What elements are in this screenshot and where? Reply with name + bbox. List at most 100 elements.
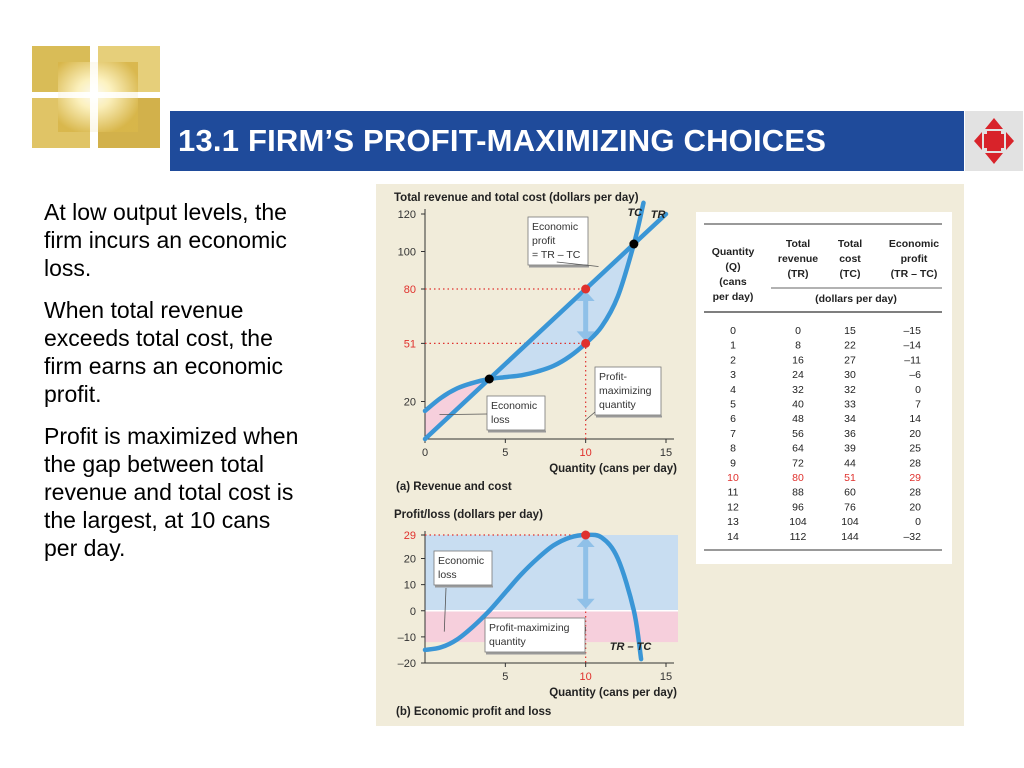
slide-title: 13.1 FIRM’S PROFIT-MAXIMIZING CHOICES xyxy=(178,123,827,158)
chart-b-title: Profit/loss (dollars per day) xyxy=(394,509,543,521)
annotation-qmax-a-line: maximizing xyxy=(599,385,652,397)
table-subheader: (dollars per day) xyxy=(815,293,897,305)
table-cell: –32 xyxy=(903,531,921,543)
logo-squares-icon xyxy=(28,42,168,152)
chart-b-xlabel: Quantity (cans per day) xyxy=(549,687,677,699)
annotation-loss-b-line: loss xyxy=(438,569,457,581)
point-profit-max xyxy=(581,530,591,540)
table-header-cell: Quantity xyxy=(712,246,755,258)
series-tc-label: TC xyxy=(627,207,643,219)
table-cell: 1 xyxy=(730,340,736,352)
x-tick-label-a: 0 xyxy=(422,447,428,459)
annotation-profit-a-line: = TR – TC xyxy=(532,249,581,261)
table-row: 12 96 76 20 xyxy=(727,501,921,513)
table-cell: 5 xyxy=(730,399,736,411)
table-cell: 9 xyxy=(730,457,736,469)
table-cell: 20 xyxy=(909,501,921,513)
annotation-qmax-b-box xyxy=(484,617,586,653)
chart-a: 20 51 80 100 120 0 5 10 15 TC TR Economic profit = TR… xyxy=(398,200,674,459)
chart-a-xlabel: Quantity (cans per day) xyxy=(549,463,677,475)
y-tick-label-b: –10 xyxy=(398,632,416,644)
series-tr-line xyxy=(422,211,669,442)
series-profit-label: TR – TC xyxy=(610,641,653,653)
annotation-qmax-b-line: quantity xyxy=(489,636,527,648)
table-cell: 8 xyxy=(730,443,736,455)
table-cell: 32 xyxy=(792,384,804,396)
table-cell: 30 xyxy=(844,369,856,381)
x-tick-label-a: 5 xyxy=(502,447,508,459)
break-even-point-1 xyxy=(484,374,494,384)
y-tick-label-a: 100 xyxy=(398,247,416,259)
chart-b: 29 20 10 0 –10 –20 5 10 15 TR – TC Economic loss Pro… xyxy=(398,530,678,683)
table-cell: 28 xyxy=(909,487,921,499)
table-row: 8 64 39 25 xyxy=(730,443,921,455)
annotation-profit-a-line: profit xyxy=(532,235,555,247)
navigation-button[interactable] xyxy=(965,111,1023,171)
table-header-cell: revenue xyxy=(778,253,818,265)
annotation-profit-a-line: Economic xyxy=(532,221,578,233)
table-row: 5 40 33 7 xyxy=(730,399,921,411)
table-cell: 3 xyxy=(730,369,736,381)
table-cell: 10 xyxy=(727,472,739,484)
table-header-cell: (TR) xyxy=(788,268,809,280)
table-header-cell: (Q) xyxy=(725,261,740,273)
table-cell: 6 xyxy=(730,413,736,425)
table-header-cell: per day) xyxy=(713,291,754,303)
table-cell: 0 xyxy=(915,516,921,528)
table-cell: 12 xyxy=(727,501,739,513)
table-cell: 28 xyxy=(909,457,921,469)
table-cell: 72 xyxy=(792,457,804,469)
table-cell: 0 xyxy=(915,384,921,396)
annotation-qmax-a-box xyxy=(594,366,662,416)
table-cell: 0 xyxy=(730,325,736,337)
series-tc-line xyxy=(422,200,646,414)
table-cell: 51 xyxy=(844,472,856,484)
table-header-cell: (cans xyxy=(719,276,747,288)
chart-a-caption: (a) Revenue and cost xyxy=(396,481,512,493)
table-row: 3 24 30 –6 xyxy=(730,369,921,381)
table-cell: 7 xyxy=(730,428,736,440)
chart-b-caption: (b) Economic profit and loss xyxy=(396,706,551,718)
y-tick-label-a: 20 xyxy=(404,397,416,409)
x-tick-label-a: 10 xyxy=(580,447,592,459)
table-cell: 11 xyxy=(728,487,739,499)
point-tr-max xyxy=(581,284,591,294)
table-cell: 32 xyxy=(844,384,856,396)
table-cell: 2 xyxy=(730,354,736,366)
annotation-qmax-b-line: Profit-maximizing xyxy=(489,622,570,634)
series-profit-line xyxy=(422,532,644,662)
table-row: 0 0 15 –15 xyxy=(730,325,921,337)
y-tick-label-a: 80 xyxy=(404,284,416,296)
table-cell: 60 xyxy=(844,487,856,499)
profit-arrow-b-head-down xyxy=(576,598,595,609)
table-cell: 33 xyxy=(844,399,856,411)
four-arrows-icon xyxy=(974,118,1014,164)
table-header-cell: Total xyxy=(838,238,862,250)
x-tick-label-b: 5 xyxy=(502,671,508,683)
table-cell: –14 xyxy=(903,340,921,352)
table-header-cell: cost xyxy=(839,253,861,265)
table-row: 1 8 22 –14 xyxy=(730,340,921,352)
annotation-qmax-b-leader xyxy=(584,626,587,635)
annotation-qmax-a-line: quantity xyxy=(599,399,637,411)
table-cell: –6 xyxy=(909,369,921,381)
title-bar: 13.1 FIRM’S PROFIT-MAXIMIZING CHOICES xyxy=(170,111,964,171)
table-background xyxy=(696,212,952,564)
table-header-cell: (TC) xyxy=(840,268,861,280)
table-cell: 44 xyxy=(844,457,856,469)
data-table: Quantity (Q) (cans per day) Total revenue (TR)… xyxy=(704,223,942,551)
table-cell: 104 xyxy=(789,516,807,528)
table-cell: 7 xyxy=(915,399,921,411)
table-cell: 22 xyxy=(844,340,856,352)
table-cell: 56 xyxy=(792,428,804,440)
table-row: 9 72 44 28 xyxy=(730,457,921,469)
table-row: 6 48 34 14 xyxy=(730,413,921,425)
x-tick-label-a: 15 xyxy=(660,447,672,459)
annotation-loss-a-line: loss xyxy=(491,414,510,426)
table-row: 11 88 60 28 xyxy=(728,487,922,499)
chart-a-title: Total revenue and total cost (dollars pe… xyxy=(394,192,639,204)
annotation-qmax-a-line: Profit- xyxy=(599,371,628,383)
table-header-cell: (TR – TC) xyxy=(891,268,938,280)
table-row: 7 56 36 20 xyxy=(730,428,921,440)
table-cell: 88 xyxy=(792,487,804,499)
